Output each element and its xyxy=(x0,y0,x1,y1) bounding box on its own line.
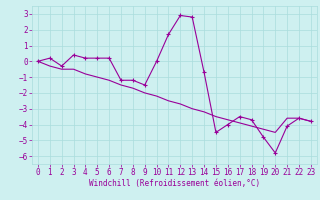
X-axis label: Windchill (Refroidissement éolien,°C): Windchill (Refroidissement éolien,°C) xyxy=(89,179,260,188)
